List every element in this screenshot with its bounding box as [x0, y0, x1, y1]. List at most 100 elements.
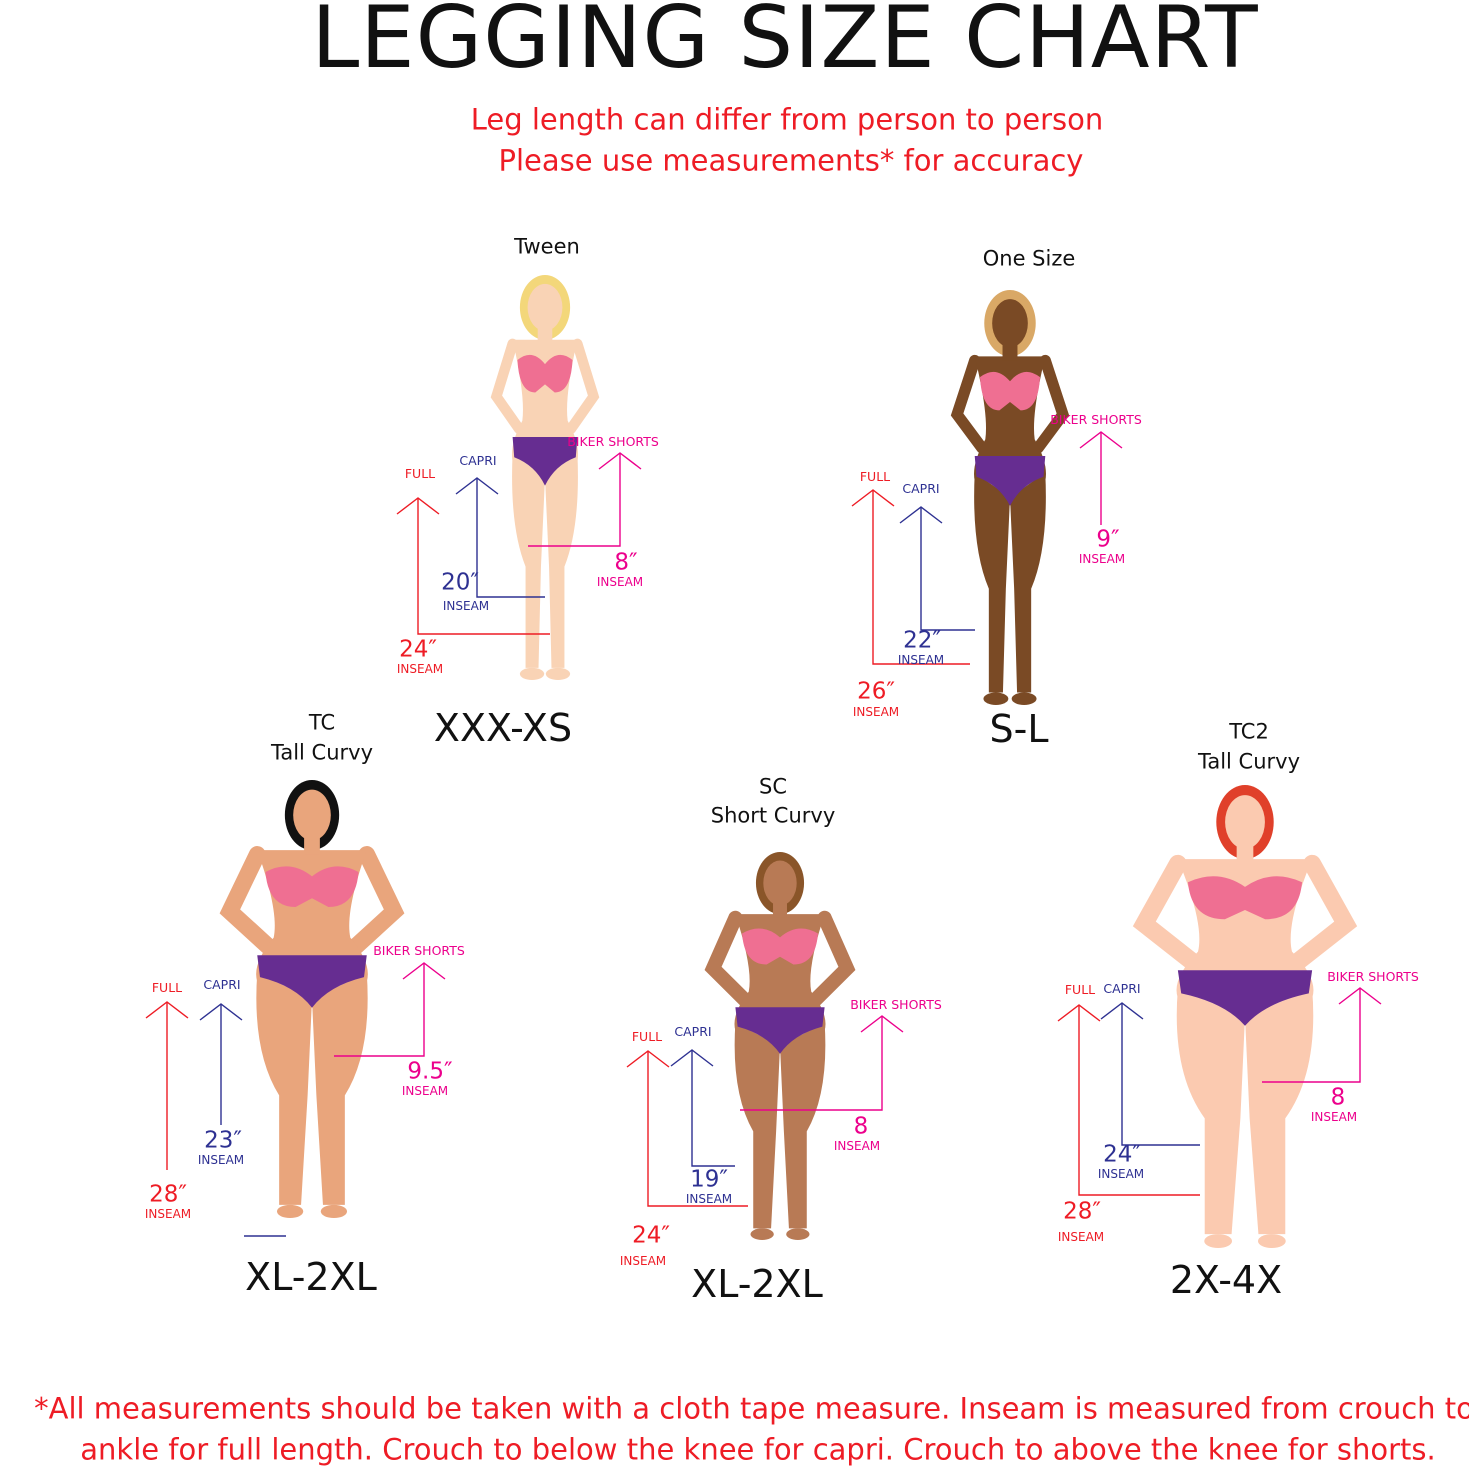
full-inseam-value: 28″ [1063, 1198, 1101, 1225]
right-leg [1010, 472, 1046, 693]
capri-measure-line [476, 478, 545, 598]
panel-title: Tween [514, 234, 580, 259]
capri-inseam-value: 24″ [1103, 1141, 1141, 1168]
arm [1032, 354, 1070, 454]
full-arrow-icon [396, 497, 440, 515]
bra [1187, 876, 1303, 920]
right-leg [312, 972, 368, 1205]
full-measure-line [417, 498, 550, 635]
capri-inseam-value: 20″ [441, 569, 479, 596]
head [992, 299, 1028, 348]
left-leg [1176, 988, 1245, 1235]
full-label: FULL [859, 468, 891, 484]
briefs [735, 1007, 825, 1054]
full-arrow-icon [626, 1050, 670, 1068]
capri-inseam-value: 19″ [690, 1166, 728, 1193]
size-panel-figure [145, 780, 446, 1219]
shorts-inseam-value: 8 [853, 1113, 869, 1140]
panel-title: Short Curvy [710, 803, 836, 828]
biker-shorts-measure-line [528, 453, 621, 547]
shorts-label: BIKER SHORTS [373, 942, 465, 958]
left-leg [974, 472, 1010, 693]
left-leg [512, 453, 545, 668]
shorts-label: BIKER SHORTS [567, 433, 659, 449]
full-arrow-icon [145, 1001, 189, 1019]
arm [950, 354, 988, 454]
full-inseam-caption: INSEAM [852, 705, 900, 719]
shorts-inseam-caption: INSEAM [1310, 1110, 1358, 1124]
briefs [1177, 970, 1313, 1026]
bra [265, 866, 359, 908]
head [527, 283, 563, 331]
shorts-inseam-caption: INSEAM [596, 575, 644, 589]
capri-arrow-icon [1100, 1002, 1144, 1020]
left-leg [734, 1022, 780, 1229]
capri-arrow-icon [455, 477, 499, 495]
capri-arrow-icon [899, 506, 943, 524]
capri-label: CAPRI [674, 1023, 712, 1039]
biker-shorts-arrow-icon [1079, 431, 1123, 449]
shorts-inseam-caption: INSEAM [1078, 552, 1126, 566]
foot [786, 1228, 810, 1241]
foot [320, 1204, 348, 1219]
bra [517, 354, 573, 393]
full-arrow-icon [851, 489, 895, 507]
panel-title: Tall Curvy [1197, 749, 1301, 774]
arm [808, 910, 856, 1007]
foot [750, 1228, 774, 1241]
full-inseam-caption: INSEAM [144, 1207, 192, 1221]
footnote-line-1: *All measurements should be taken with a… [34, 1391, 1469, 1426]
size-range-label: S-L [989, 707, 1049, 751]
arm [704, 910, 752, 1007]
full-measure-line [872, 490, 970, 665]
full-arrow-icon [1057, 1004, 1101, 1022]
full-measure-line [1078, 1005, 1200, 1196]
briefs [512, 437, 578, 486]
head [1225, 795, 1265, 849]
arm [219, 846, 277, 955]
shorts-inseam-caption: INSEAM [833, 1139, 881, 1153]
capri-measure-line [920, 507, 975, 631]
subtitle-line-2: Please use measurements* for accuracy [498, 143, 1084, 178]
capri-arrow-icon [199, 1003, 243, 1021]
shorts-inseam-value: 9.5″ [407, 1058, 453, 1085]
size-panel-figure [396, 275, 642, 680]
capri-inseam-caption: INSEAM [442, 599, 490, 613]
capri-inseam-caption: INSEAM [897, 653, 945, 667]
arm [347, 846, 405, 955]
head [763, 860, 797, 906]
right-leg [545, 453, 578, 668]
footnote-line-2: ankle for full length. Crouch to below t… [80, 1432, 1436, 1467]
size-panel-figure [626, 852, 904, 1241]
foot [1257, 1234, 1286, 1249]
size-range-label: XL-2XL [691, 1262, 823, 1306]
size-panel-figure [1057, 785, 1382, 1249]
full-inseam-value: 24″ [399, 636, 437, 663]
shorts-inseam-value: 8 [1330, 1084, 1346, 1111]
shorts-label: BIKER SHORTS [1327, 968, 1419, 984]
panel-title: Tall Curvy [270, 740, 374, 765]
size-range-label: XL-2XL [245, 1255, 377, 1299]
capri-label: CAPRI [459, 452, 497, 468]
biker-shorts-measure-line [334, 963, 425, 1057]
full-label: FULL [1064, 981, 1096, 997]
briefs [974, 456, 1046, 506]
capri-inseam-value: 23″ [204, 1127, 242, 1154]
arm [1132, 854, 1201, 970]
panel-title: TC2 [1229, 719, 1269, 744]
capri-inseam-caption: INSEAM [197, 1153, 245, 1167]
capri-measure-line [1121, 1003, 1200, 1146]
full-inseam-caption: INSEAM [1057, 1230, 1105, 1244]
arm [490, 338, 525, 435]
foot [276, 1204, 304, 1219]
capri-arrow-icon [670, 1049, 714, 1067]
subtitle-line-1: Leg length can differ from person to per… [470, 102, 1104, 137]
foot [545, 667, 571, 680]
shorts-inseam-value: 9″ [1096, 526, 1120, 553]
bra [742, 928, 818, 965]
foot [983, 692, 1009, 706]
capri-measure-line [691, 1050, 735, 1167]
full-label: FULL [151, 979, 183, 995]
capri-label: CAPRI [203, 976, 241, 992]
full-label: FULL [631, 1028, 663, 1044]
